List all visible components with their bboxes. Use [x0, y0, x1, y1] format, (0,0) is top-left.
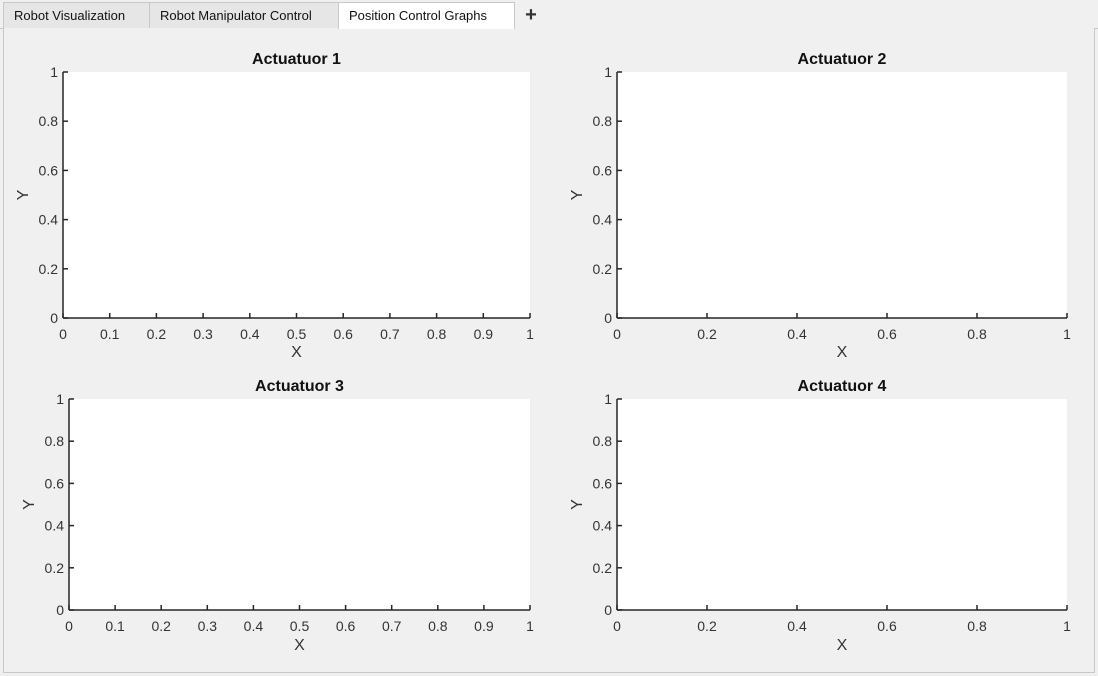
x-tick-label: 0.8 — [427, 326, 447, 342]
x-axis-label: X — [837, 637, 848, 654]
x-tick-label: 0 — [613, 326, 621, 342]
tab-robot-visualization[interactable]: Robot Visualization — [3, 2, 150, 28]
plot-title: Actuatuor 2 — [798, 51, 887, 68]
x-tick-label: 0.4 — [787, 618, 807, 634]
x-axis-label: X — [837, 344, 848, 361]
plot-title: Actuatuor 1 — [252, 51, 341, 68]
x-tick-label: 0.5 — [290, 618, 310, 634]
x-tick-label: 0.9 — [474, 326, 494, 342]
x-tick-label: 0.7 — [380, 326, 400, 342]
y-tick-label: 0.8 — [39, 113, 59, 129]
x-tick-label: 0.6 — [877, 326, 897, 342]
tab-position-control-graphs[interactable]: Position Control Graphs — [338, 2, 515, 29]
x-axis-label: X — [294, 637, 305, 654]
x-tick-label: 0 — [59, 326, 67, 342]
y-tick-label: 0.2 — [593, 560, 613, 576]
x-tick-label: 0.6 — [333, 326, 353, 342]
y-tick-label: 0.4 — [39, 212, 59, 228]
y-axis-label: Y — [21, 499, 38, 510]
x-tick-label: 0.9 — [474, 618, 494, 634]
y-tick-label: 0.2 — [45, 560, 65, 576]
plot-title: Actuatuor 4 — [798, 378, 887, 395]
y-tick-label: 0 — [50, 310, 58, 326]
y-tick-label: 0.4 — [45, 518, 65, 534]
x-tick-label: 0.5 — [287, 326, 307, 342]
tab-label: Robot Manipulator Control — [160, 8, 312, 23]
chart-actuator-4[interactable]: Actuatuor 4 0 0.2 0.4 0.6 0.8 1 0 0.2 0.4 0.6 0.8 1 X… — [569, 378, 1071, 654]
x-tick-label: 0.4 — [240, 326, 260, 342]
x-tick-label: 0.4 — [787, 326, 807, 342]
y-tick-label: 0 — [56, 602, 64, 618]
y-axis-label: Y — [569, 499, 586, 510]
x-tick-label: 0 — [613, 618, 621, 634]
tab-label: Position Control Graphs — [349, 8, 488, 23]
x-tick-label: 1 — [1063, 326, 1071, 342]
y-tick-label: 1 — [50, 64, 58, 80]
y-tick-label: 0.8 — [45, 433, 65, 449]
y-tick-label: 0 — [604, 602, 612, 618]
plus-icon[interactable]: + — [525, 4, 537, 26]
x-tick-label: 0.2 — [697, 618, 717, 634]
x-tick-label: 0 — [65, 618, 73, 634]
y-tick-label: 1 — [604, 64, 612, 80]
x-tick-label: 0.8 — [428, 618, 448, 634]
y-tick-label: 0.6 — [39, 162, 59, 178]
y-tick-label: 0.2 — [39, 261, 59, 277]
x-tick-label: 1 — [1063, 618, 1071, 634]
plot-area[interactable] — [617, 72, 1067, 318]
x-tick-label: 0.6 — [336, 618, 356, 634]
tab-bar: Robot Visualization Robot Manipulator Co… — [0, 0, 1098, 29]
x-tick-label: 0.8 — [967, 618, 987, 634]
y-axis-label: Y — [569, 189, 586, 200]
y-tick-label: 0.6 — [45, 475, 65, 491]
x-tick-label: 0.3 — [193, 326, 213, 342]
plot-area[interactable] — [617, 399, 1067, 610]
y-tick-label: 0.6 — [593, 475, 613, 491]
y-tick-label: 0 — [604, 310, 612, 326]
x-axis-label: X — [291, 344, 302, 361]
y-tick-label: 1 — [56, 391, 64, 407]
x-tick-label: 1 — [526, 618, 534, 634]
tab-label: Robot Visualization — [14, 8, 126, 23]
x-tick-label: 0.6 — [877, 618, 897, 634]
y-tick-label: 0.4 — [593, 212, 613, 228]
y-tick-label: 0.2 — [593, 261, 613, 277]
y-tick-label: 0.8 — [593, 113, 613, 129]
x-tick-label: 1 — [526, 326, 534, 342]
y-tick-label: 0.8 — [593, 433, 613, 449]
chart-actuator-1[interactable]: Actuatuor 1 0 0.1 0.2 0.3 0.4 0.5 0.6 0.7 0.8 0.9 1… — [15, 51, 534, 361]
plot-title: Actuatuor 3 — [255, 378, 344, 395]
x-tick-label: 0.1 — [100, 326, 120, 342]
x-tick-label: 0.2 — [151, 618, 171, 634]
x-tick-label: 0.1 — [105, 618, 125, 634]
y-tick-label: 0.6 — [593, 162, 613, 178]
x-tick-label: 0.7 — [382, 618, 402, 634]
x-tick-label: 0.8 — [967, 326, 987, 342]
chart-actuator-3[interactable]: Actuatuor 3 0 0.1 0.2 0.3 0.4 0.5 0.6 0.7 0.8 0.9 1… — [21, 378, 534, 654]
y-axis-label: Y — [15, 189, 32, 200]
x-tick-label: 0.3 — [198, 618, 218, 634]
x-tick-label: 0.4 — [244, 618, 264, 634]
y-tick-label: 1 — [604, 391, 612, 407]
x-tick-label: 0.2 — [147, 326, 167, 342]
tab-robot-manipulator-control[interactable]: Robot Manipulator Control — [149, 2, 339, 28]
plot-area[interactable] — [69, 399, 530, 610]
x-tick-label: 0.2 — [697, 326, 717, 342]
y-tick-label: 0.4 — [593, 518, 613, 534]
chart-actuator-2[interactable]: Actuatuor 2 0 0.2 0.4 0.6 0.8 1 0 0.2 0.4 0.6 0.8 1 X… — [569, 51, 1071, 361]
plot-area[interactable] — [63, 72, 530, 318]
